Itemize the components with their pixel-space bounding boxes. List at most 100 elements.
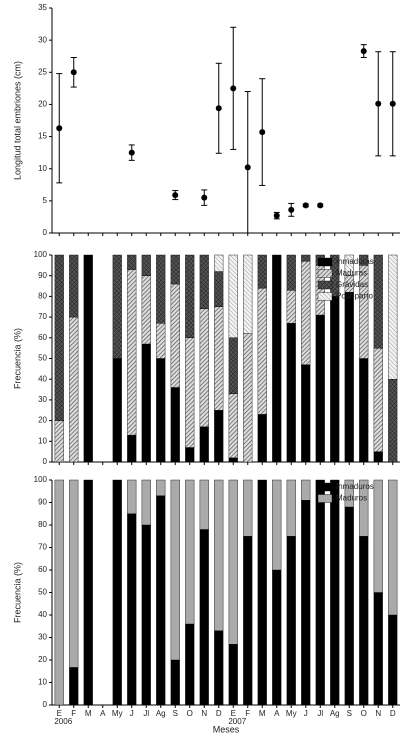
bar-segment <box>228 254 238 339</box>
y-tick-label: 40 <box>38 610 47 619</box>
x-tick-label: M <box>85 709 92 718</box>
point <box>215 105 222 112</box>
bar-segment <box>286 323 296 463</box>
point <box>56 125 63 132</box>
bar-segment <box>257 479 267 706</box>
legend-label: Maduras <box>336 269 367 278</box>
legend-label: Post-parto <box>336 292 373 301</box>
legend-swatch <box>317 482 333 492</box>
bar-segment <box>373 347 383 452</box>
bar-segment <box>170 387 180 463</box>
x-tick-label: M <box>259 709 266 718</box>
bar-segment <box>112 479 122 706</box>
point <box>259 129 266 136</box>
bar-segment <box>344 506 354 706</box>
point <box>317 202 324 209</box>
y-tick-label: 35 <box>38 3 47 12</box>
bar-segment <box>54 420 64 463</box>
bar-segment <box>170 659 180 706</box>
bar-segment <box>359 479 369 537</box>
bar-segment <box>373 254 383 349</box>
bar-segment <box>199 529 209 706</box>
bar-segment <box>228 337 238 394</box>
bar-segment <box>272 479 282 571</box>
bar-segment <box>156 323 166 359</box>
point <box>273 212 280 219</box>
bar-segment <box>127 254 137 270</box>
x-tick-label: J <box>304 709 308 718</box>
bar-segment <box>185 447 195 463</box>
bar-segment <box>286 289 296 324</box>
y-tick-label: 90 <box>38 271 47 280</box>
x-tick-label: E <box>231 709 236 718</box>
bar-segment <box>344 479 354 508</box>
bar-segment <box>199 426 209 463</box>
bar-segment <box>330 296 340 463</box>
bar-segment <box>83 479 93 706</box>
bar-segment <box>112 254 122 359</box>
bar-segment <box>359 358 369 463</box>
x-tick-label: Jl <box>143 709 149 718</box>
y-tick-label: 100 <box>34 475 48 484</box>
bar-segment <box>214 306 224 411</box>
y-axis-label: Frecuencia (%) <box>12 328 22 389</box>
legend-swatch <box>317 280 333 290</box>
bar-segment <box>243 254 253 334</box>
y-tick-label: 25 <box>38 67 47 76</box>
x-tick-label: Ag <box>330 709 340 718</box>
x-tick-label: My <box>112 709 123 718</box>
y-tick-label: 60 <box>38 333 47 342</box>
bar-segment <box>54 254 64 421</box>
bar-segment <box>185 479 195 625</box>
point <box>288 206 295 213</box>
bar-segment <box>286 536 296 706</box>
point <box>244 164 251 171</box>
x-tick-label: N <box>375 709 381 718</box>
bar-segment <box>214 479 224 631</box>
x-axis-label: Meses <box>213 724 240 734</box>
x-tick-label: N <box>201 709 207 718</box>
point <box>230 85 237 92</box>
bar-segment <box>199 308 209 428</box>
y-tick-label: 50 <box>38 588 47 597</box>
bar-segment <box>373 479 383 593</box>
year-label: 2007 <box>228 717 246 726</box>
bar-segment <box>243 479 253 537</box>
bar-segment <box>127 434 137 463</box>
x-tick-label: My <box>286 709 297 718</box>
bar-segment <box>301 261 311 365</box>
bar-segment <box>272 569 282 706</box>
bar-segment <box>214 254 224 272</box>
bar-segment <box>243 536 253 706</box>
bar-segment <box>257 287 267 415</box>
y-tick-label: 0 <box>43 228 48 237</box>
y-axis-label: Frecuencia (%) <box>12 562 22 623</box>
y-tick-label: 30 <box>38 395 47 404</box>
bar-segment <box>199 254 209 310</box>
y-tick-label: 30 <box>38 633 47 642</box>
y-tick-label: 80 <box>38 520 47 529</box>
y-tick-label: 90 <box>38 498 47 507</box>
y-tick-label: 60 <box>38 565 47 574</box>
legend-label: Maduros <box>336 494 367 503</box>
y-tick-label: 20 <box>38 655 47 664</box>
bar-segment <box>141 343 151 463</box>
bar-segment <box>228 457 238 463</box>
bar-segment <box>344 292 354 463</box>
point <box>70 69 77 76</box>
bar-segment <box>301 479 311 501</box>
bar-segment <box>359 254 369 266</box>
y-axis-label: Longitud total embriones (cm) <box>12 61 22 180</box>
x-tick-label: J <box>130 709 134 718</box>
y-tick-label: 80 <box>38 292 47 301</box>
bar-segment <box>388 614 398 706</box>
x-tick-label: Ag <box>156 709 166 718</box>
bar-segment <box>156 495 166 706</box>
bar-segment <box>388 479 398 616</box>
bar-segment <box>344 254 354 276</box>
y-tick-label: 10 <box>38 436 47 445</box>
legend-label: Inmaduras <box>336 257 374 266</box>
bar-segment <box>315 479 325 706</box>
bar-segment <box>170 254 180 285</box>
